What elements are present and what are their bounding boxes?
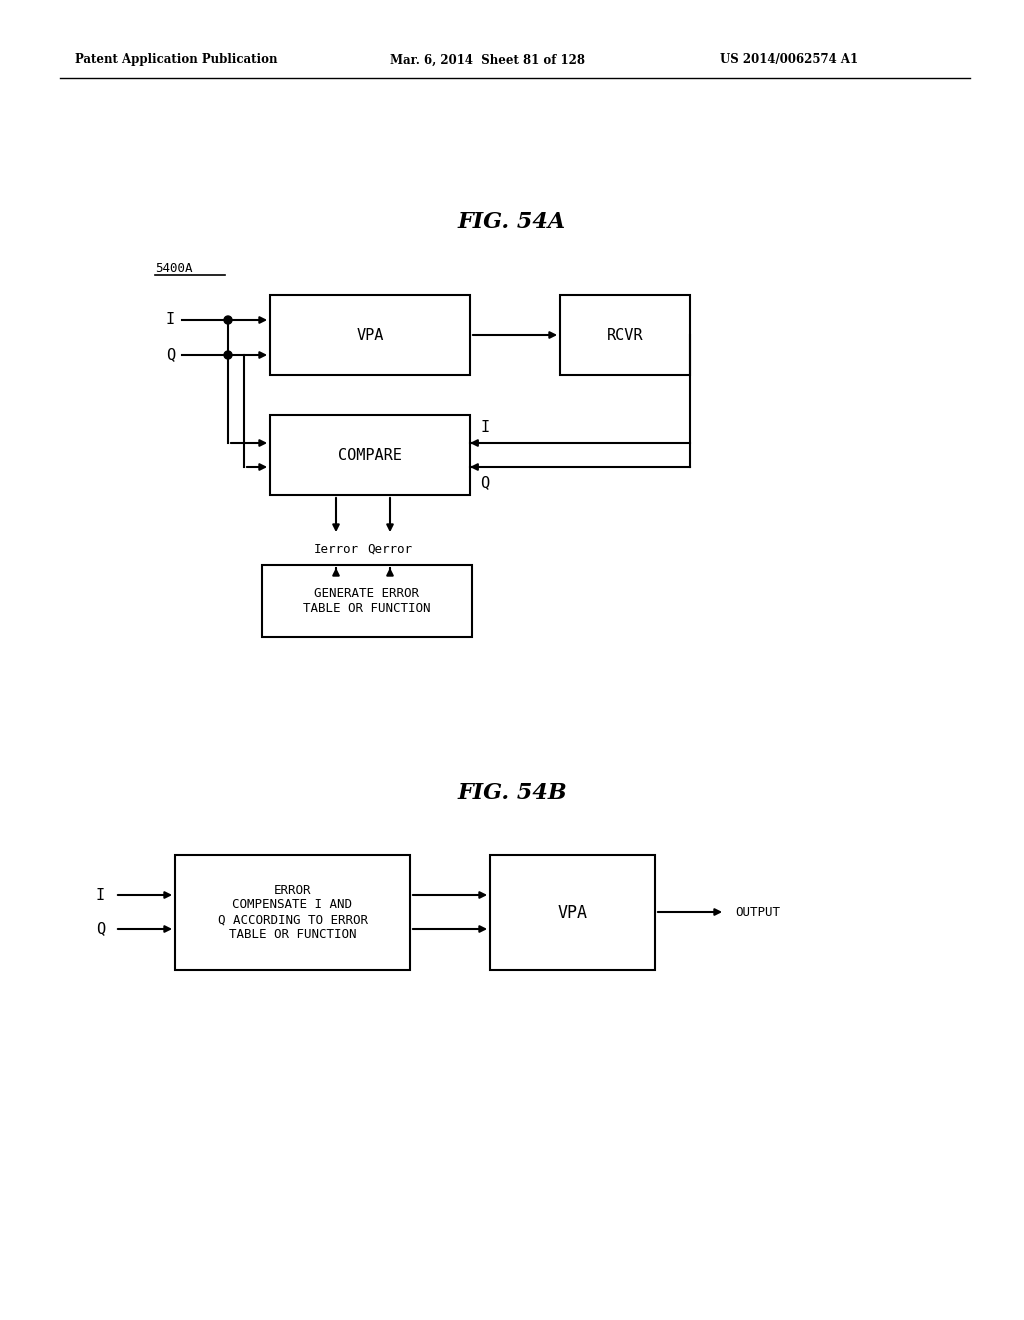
- Text: FIG. 54B: FIG. 54B: [457, 781, 567, 804]
- Text: VPA: VPA: [557, 903, 588, 921]
- Text: Q: Q: [96, 921, 105, 936]
- Text: I: I: [166, 313, 175, 327]
- Circle shape: [224, 351, 232, 359]
- Bar: [175, 855, 410, 970]
- Text: RCVR: RCVR: [607, 327, 643, 342]
- Text: 5400A: 5400A: [155, 261, 193, 275]
- Circle shape: [224, 315, 232, 323]
- Text: Ierror: Ierror: [313, 543, 358, 556]
- Text: I: I: [96, 887, 105, 903]
- Bar: [270, 414, 470, 495]
- Text: Q: Q: [480, 475, 489, 490]
- Text: GENERATE ERROR
TABLE OR FUNCTION: GENERATE ERROR TABLE OR FUNCTION: [303, 587, 431, 615]
- Bar: [262, 565, 472, 638]
- Bar: [560, 294, 690, 375]
- Text: COMPARE: COMPARE: [338, 447, 402, 462]
- Text: ERROR
COMPENSATE I AND
Q ACCORDING TO ERROR
TABLE OR FUNCTION: ERROR COMPENSATE I AND Q ACCORDING TO ER…: [217, 883, 368, 941]
- Text: Patent Application Publication: Patent Application Publication: [75, 54, 278, 66]
- Text: Q: Q: [166, 347, 175, 363]
- Text: I: I: [480, 420, 489, 436]
- Text: VPA: VPA: [356, 327, 384, 342]
- Bar: [490, 855, 655, 970]
- Text: FIG. 54A: FIG. 54A: [458, 211, 566, 234]
- Text: OUTPUT: OUTPUT: [735, 906, 780, 919]
- Text: US 2014/0062574 A1: US 2014/0062574 A1: [720, 54, 858, 66]
- Text: Mar. 6, 2014  Sheet 81 of 128: Mar. 6, 2014 Sheet 81 of 128: [390, 54, 585, 66]
- Bar: [270, 294, 470, 375]
- Text: Qerror: Qerror: [368, 543, 413, 556]
